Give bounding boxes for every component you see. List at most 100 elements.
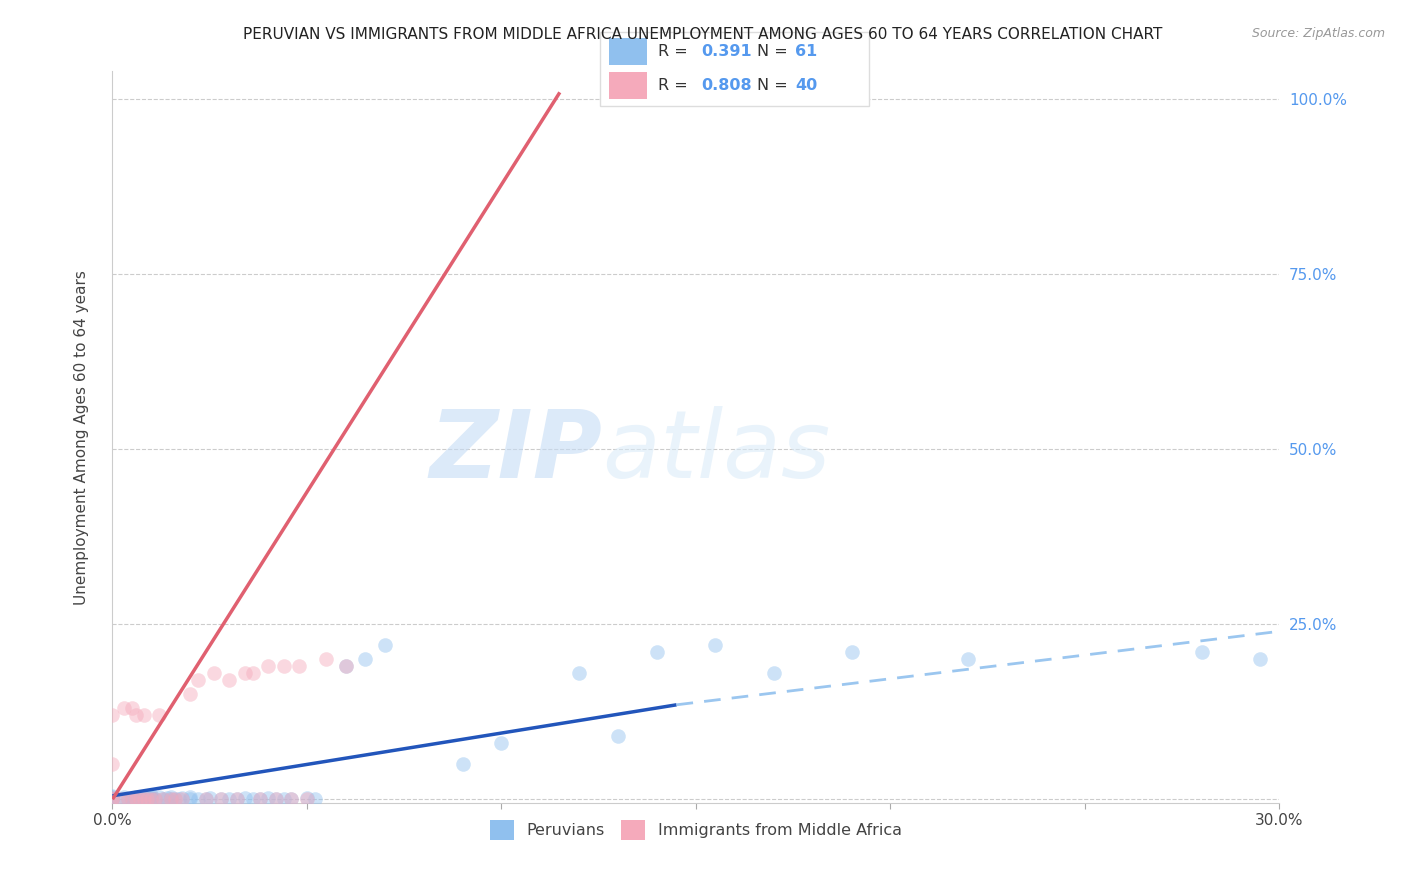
Point xyxy=(242,666,264,681)
Point xyxy=(101,790,124,805)
Point xyxy=(143,791,166,805)
Point xyxy=(101,789,124,803)
Point xyxy=(101,792,124,806)
Point xyxy=(163,792,186,806)
FancyBboxPatch shape xyxy=(609,38,647,65)
Point xyxy=(128,792,150,806)
Point xyxy=(273,659,295,673)
Point xyxy=(172,792,194,806)
Point xyxy=(121,792,143,806)
Point xyxy=(280,792,302,806)
Point xyxy=(374,638,396,652)
Point xyxy=(132,790,155,805)
Point xyxy=(101,791,124,805)
Point xyxy=(160,792,183,806)
Point xyxy=(607,729,630,743)
Point xyxy=(249,792,271,806)
Point xyxy=(136,792,159,806)
Point xyxy=(194,792,217,806)
Point xyxy=(295,791,318,805)
Point xyxy=(233,791,256,805)
Point xyxy=(1191,645,1213,659)
Point xyxy=(125,708,148,723)
Point xyxy=(198,791,221,805)
Point xyxy=(295,792,318,806)
Point xyxy=(187,791,209,805)
Point xyxy=(304,791,326,805)
Point xyxy=(132,708,155,723)
Point xyxy=(148,790,170,805)
Point xyxy=(451,757,474,772)
Point xyxy=(491,736,513,750)
FancyBboxPatch shape xyxy=(609,72,647,99)
Point xyxy=(141,789,163,804)
Point xyxy=(209,792,232,806)
Point xyxy=(187,673,209,688)
Point xyxy=(136,792,159,806)
Point xyxy=(141,792,163,806)
Point xyxy=(179,790,201,805)
Text: ZIP: ZIP xyxy=(430,406,603,498)
Point xyxy=(132,792,155,806)
Point xyxy=(112,701,135,715)
Point xyxy=(249,792,271,806)
Point xyxy=(264,792,287,806)
Point xyxy=(125,792,148,806)
Text: R =: R = xyxy=(658,45,693,59)
Point xyxy=(160,792,183,806)
Point xyxy=(172,791,194,805)
Point xyxy=(141,792,163,806)
Text: R =: R = xyxy=(658,78,693,94)
Point xyxy=(704,638,727,652)
Point xyxy=(841,645,863,659)
Text: 40: 40 xyxy=(794,78,817,94)
Point xyxy=(125,789,148,804)
Point xyxy=(156,791,179,805)
Point xyxy=(257,659,280,673)
Point xyxy=(194,792,217,806)
Point xyxy=(152,792,174,806)
Point xyxy=(160,790,183,805)
Point xyxy=(101,708,124,723)
Point xyxy=(264,792,287,806)
Y-axis label: Unemployment Among Ages 60 to 64 years: Unemployment Among Ages 60 to 64 years xyxy=(75,269,89,605)
Text: 61: 61 xyxy=(794,45,817,59)
Point xyxy=(280,792,302,806)
Point xyxy=(121,792,143,806)
Point xyxy=(101,792,124,806)
Point xyxy=(117,792,139,806)
Point xyxy=(354,652,377,666)
Point xyxy=(273,791,295,805)
Point xyxy=(128,791,150,805)
Point xyxy=(128,792,150,806)
Point xyxy=(288,659,311,673)
Point xyxy=(257,791,280,805)
Point xyxy=(148,708,170,723)
Point xyxy=(110,792,132,806)
Legend: Peruvians, Immigrants from Middle Africa: Peruvians, Immigrants from Middle Africa xyxy=(484,814,908,846)
Point xyxy=(101,757,124,772)
Point xyxy=(112,792,135,806)
Point xyxy=(242,791,264,805)
Point xyxy=(101,791,124,805)
Point xyxy=(121,701,143,715)
Point xyxy=(141,788,163,802)
Text: PERUVIAN VS IMMIGRANTS FROM MIDDLE AFRICA UNEMPLOYMENT AMONG AGES 60 TO 64 YEARS: PERUVIAN VS IMMIGRANTS FROM MIDDLE AFRIC… xyxy=(243,27,1163,42)
Point xyxy=(143,792,166,806)
Point xyxy=(226,792,249,806)
FancyBboxPatch shape xyxy=(600,32,869,106)
Point xyxy=(568,666,591,681)
Point xyxy=(132,791,155,805)
Point xyxy=(315,652,337,666)
Text: N =: N = xyxy=(756,78,793,94)
Text: Source: ZipAtlas.com: Source: ZipAtlas.com xyxy=(1251,27,1385,40)
Point xyxy=(218,673,240,688)
Point xyxy=(125,791,148,805)
Point xyxy=(335,659,357,673)
Point xyxy=(226,792,249,806)
Point xyxy=(101,791,124,805)
Point xyxy=(202,666,225,681)
Point xyxy=(167,792,190,806)
Text: 0.391: 0.391 xyxy=(702,45,752,59)
Point xyxy=(163,791,186,805)
